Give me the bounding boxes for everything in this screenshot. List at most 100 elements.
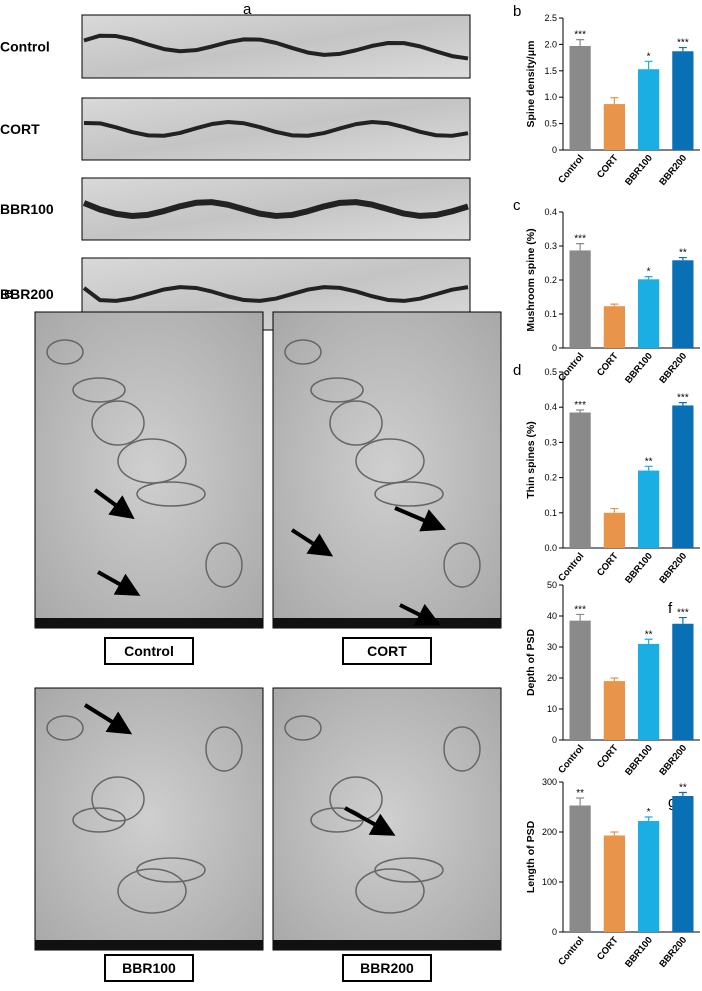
arrow <box>344 806 396 836</box>
panel-letter: b <box>513 3 521 20</box>
error-bar <box>610 97 619 105</box>
x-tick-label: CORT <box>595 935 621 963</box>
organelle <box>136 481 206 507</box>
arrow <box>93 488 135 520</box>
x-tick-label: CORT <box>595 351 621 379</box>
label-box <box>104 637 194 665</box>
bar <box>638 821 660 932</box>
error-bar <box>644 465 653 471</box>
significance: *** <box>677 38 689 49</box>
bar <box>569 250 591 348</box>
image-label: CORT <box>367 643 407 659</box>
y-tick-label: 0.5 <box>544 119 557 129</box>
significance: *** <box>574 234 586 245</box>
y-tick-label: 30 <box>547 642 557 652</box>
em-image <box>272 311 502 629</box>
x-tick-label: Control <box>556 551 586 584</box>
panel-letter: a <box>243 1 252 18</box>
bar <box>638 69 660 150</box>
error-bar <box>644 638 653 644</box>
dendrite <box>83 120 469 138</box>
significance: ** <box>645 629 653 640</box>
significance: ** <box>645 456 653 467</box>
bar <box>638 279 660 348</box>
bar <box>603 104 625 150</box>
y-tick-label: 100 <box>542 877 557 887</box>
bar <box>603 512 625 548</box>
error-bar <box>576 39 585 46</box>
organelle <box>72 377 126 403</box>
arrow <box>399 603 441 626</box>
x-tick-label: BBR200 <box>657 935 689 970</box>
arrow <box>394 506 447 532</box>
label-box <box>342 954 432 982</box>
significance: ** <box>679 248 687 259</box>
error-bar <box>576 797 585 806</box>
y-tick-label: 300 <box>542 777 557 787</box>
row-label: Control <box>0 39 50 55</box>
error-bar <box>576 243 585 251</box>
arrow <box>97 570 141 596</box>
error-bar <box>644 60 653 70</box>
bar <box>569 620 591 740</box>
y-tick-label: 0.3 <box>544 437 557 447</box>
y-tick-label: 2.0 <box>544 39 557 49</box>
error-bar <box>678 791 687 796</box>
organelle <box>205 726 243 772</box>
organelle <box>329 776 383 822</box>
organelle <box>355 868 425 914</box>
significance: *** <box>574 604 586 615</box>
panel-letter: f <box>668 600 673 617</box>
organelle <box>284 715 322 741</box>
y-tick-label: 0 <box>552 735 557 745</box>
significance: * <box>647 267 651 278</box>
organelle <box>91 400 145 446</box>
bar <box>603 306 625 348</box>
organelle <box>72 807 126 833</box>
image-label: BBR100 <box>122 960 176 976</box>
x-tick-label: BBR200 <box>657 153 689 188</box>
error-bar <box>576 409 585 413</box>
x-tick-label: Control <box>556 153 586 186</box>
y-tick-label: 1.0 <box>544 92 557 102</box>
y-tick-label: 0.0 <box>544 543 557 553</box>
error-bar <box>678 256 687 261</box>
error-bar <box>644 816 653 821</box>
x-tick-label: CORT <box>595 551 621 579</box>
bar <box>672 796 694 932</box>
x-tick-label: BBR100 <box>623 153 655 188</box>
x-tick-label: BBR100 <box>623 551 655 586</box>
scale-strip <box>35 618 263 628</box>
organelle <box>136 857 206 883</box>
organelle <box>46 339 84 365</box>
significance: *** <box>677 393 689 404</box>
y-tick-label: 1.5 <box>544 66 557 76</box>
organelle <box>355 438 425 484</box>
bar <box>569 805 591 932</box>
significance: ** <box>679 783 687 794</box>
row-label: BBR100 <box>0 201 54 217</box>
x-tick-label: BBR100 <box>623 351 655 386</box>
y-axis-label: Thin spines (%) <box>525 421 537 499</box>
y-tick-label: 0 <box>552 343 557 353</box>
y-tick-label: 50 <box>547 580 557 590</box>
y-tick-label: 0.1 <box>544 508 557 518</box>
y-axis-label: Mushroom spine (%) <box>525 228 537 331</box>
significance: *** <box>574 30 586 41</box>
error-bar <box>610 677 619 682</box>
error-bar <box>644 276 653 280</box>
bar <box>569 412 591 548</box>
y-tick-label: 200 <box>542 827 557 837</box>
panel-letter: g <box>668 794 676 811</box>
row-label: CORT <box>0 121 40 137</box>
bar <box>672 260 694 348</box>
label-box <box>342 637 432 665</box>
error-bar <box>678 402 687 406</box>
error-bar <box>610 831 619 836</box>
organelle <box>117 438 187 484</box>
organelle <box>374 481 444 507</box>
y-tick-label: 0.4 <box>544 402 557 412</box>
organelle <box>310 377 364 403</box>
x-tick-label: Control <box>556 351 586 384</box>
